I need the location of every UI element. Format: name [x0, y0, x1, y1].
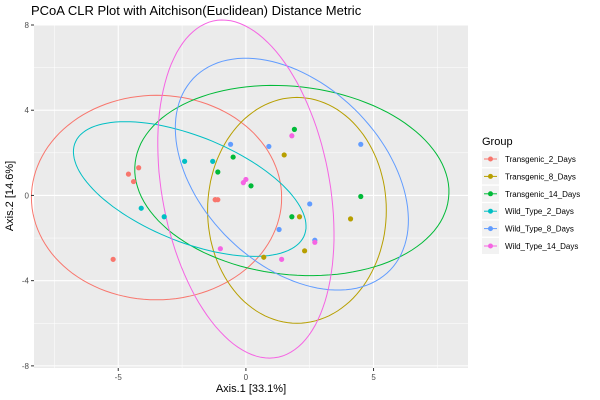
data-points	[110, 126, 364, 262]
point-transgenic-14-days	[358, 193, 364, 200]
y-tick-label: 4	[25, 106, 30, 115]
y-tick-label: 0	[25, 191, 30, 200]
legend-label: Wild_Type_2_Days	[505, 207, 574, 216]
point-wild-type-14-days	[279, 256, 285, 262]
point-transgenic-14-days	[291, 126, 297, 132]
y-tick-label: -4	[22, 277, 30, 286]
x-tick-label: 0	[244, 373, 249, 382]
point-wild-type-8-days	[307, 201, 313, 207]
axis-ticks: -5 0 5 -8 -4 0 4 8	[22, 21, 376, 382]
point-wild-type-2-days	[161, 214, 167, 220]
legend-marker	[488, 173, 493, 179]
point-transgenic-8-days	[261, 254, 267, 260]
point-transgenic-8-days	[302, 248, 308, 254]
x-tick-label: -5	[115, 373, 123, 382]
x-tick-label: 5	[371, 373, 376, 382]
legend-label: Wild_Type_14_Days	[505, 242, 578, 251]
point-transgenic-8-days	[347, 216, 354, 222]
x-axis-title: Axis.1 [33.1%]	[216, 383, 286, 395]
point-transgenic-8-days	[296, 214, 303, 220]
point-transgenic-14-days	[248, 183, 254, 189]
point-wild-type-14-days	[217, 246, 223, 252]
point-transgenic-14-days	[289, 214, 295, 220]
legend-marker	[488, 156, 493, 162]
ellipse-wild-type-14-days	[157, 19, 335, 359]
point-wild-type-2-days	[138, 205, 144, 211]
y-axis-title: Axis.2 [14.6%]	[4, 161, 16, 231]
ellipse-transgenic-8-days	[207, 96, 387, 324]
y-tick-label: 8	[25, 21, 30, 30]
point-transgenic-2-days	[215, 197, 221, 203]
point-wild-type-8-days	[276, 226, 282, 233]
point-wild-type-8-days	[358, 141, 364, 147]
point-transgenic-14-days	[215, 169, 221, 175]
ellipse-transgenic-14-days	[134, 84, 450, 277]
point-wild-type-14-days	[312, 239, 318, 245]
y-tick-label: -8	[22, 362, 30, 371]
point-transgenic-8-days	[281, 152, 287, 158]
point-transgenic-14-days	[230, 154, 236, 160]
legend-marker	[488, 243, 493, 249]
legend: Group Transgenic_2_Days Transgenic_8_Days…	[482, 136, 580, 254]
legend-items: Transgenic_2_Days Transgenic_8_Days Transg…	[482, 151, 580, 254]
ellipse-wild-type-2-days	[72, 121, 307, 257]
legend-marker	[488, 191, 493, 197]
legend-marker	[488, 226, 493, 232]
ellipse-transgenic-2-days	[30, 94, 283, 301]
point-wild-type-2-days	[182, 158, 188, 164]
point-wild-type-14-days	[289, 133, 295, 139]
legend-label: Transgenic_2_Days	[505, 155, 576, 164]
point-wild-type-2-days	[210, 158, 216, 164]
point-transgenic-2-days	[125, 171, 132, 177]
point-transgenic-2-days	[136, 165, 142, 171]
point-transgenic-2-days	[130, 178, 137, 185]
plot-panel	[34, 25, 468, 368]
point-wild-type-8-days	[266, 143, 272, 150]
ellipse-wild-type-8-days	[174, 57, 409, 291]
legend-label: Wild_Type_8_Days	[505, 225, 574, 234]
grid-lines	[34, 24, 468, 368]
point-transgenic-2-days	[110, 256, 116, 262]
point-wild-type-8-days	[227, 141, 234, 147]
chart-title: PCoA CLR Plot with Aitchison(Euclidean) …	[31, 3, 362, 18]
point-wild-type-14-days	[243, 176, 249, 183]
legend-title: Group	[482, 136, 513, 148]
confidence-ellipses	[30, 19, 450, 359]
legend-label: Transgenic_14_Days	[505, 190, 580, 199]
legend-label: Transgenic_8_Days	[505, 172, 576, 181]
legend-marker	[488, 208, 493, 214]
